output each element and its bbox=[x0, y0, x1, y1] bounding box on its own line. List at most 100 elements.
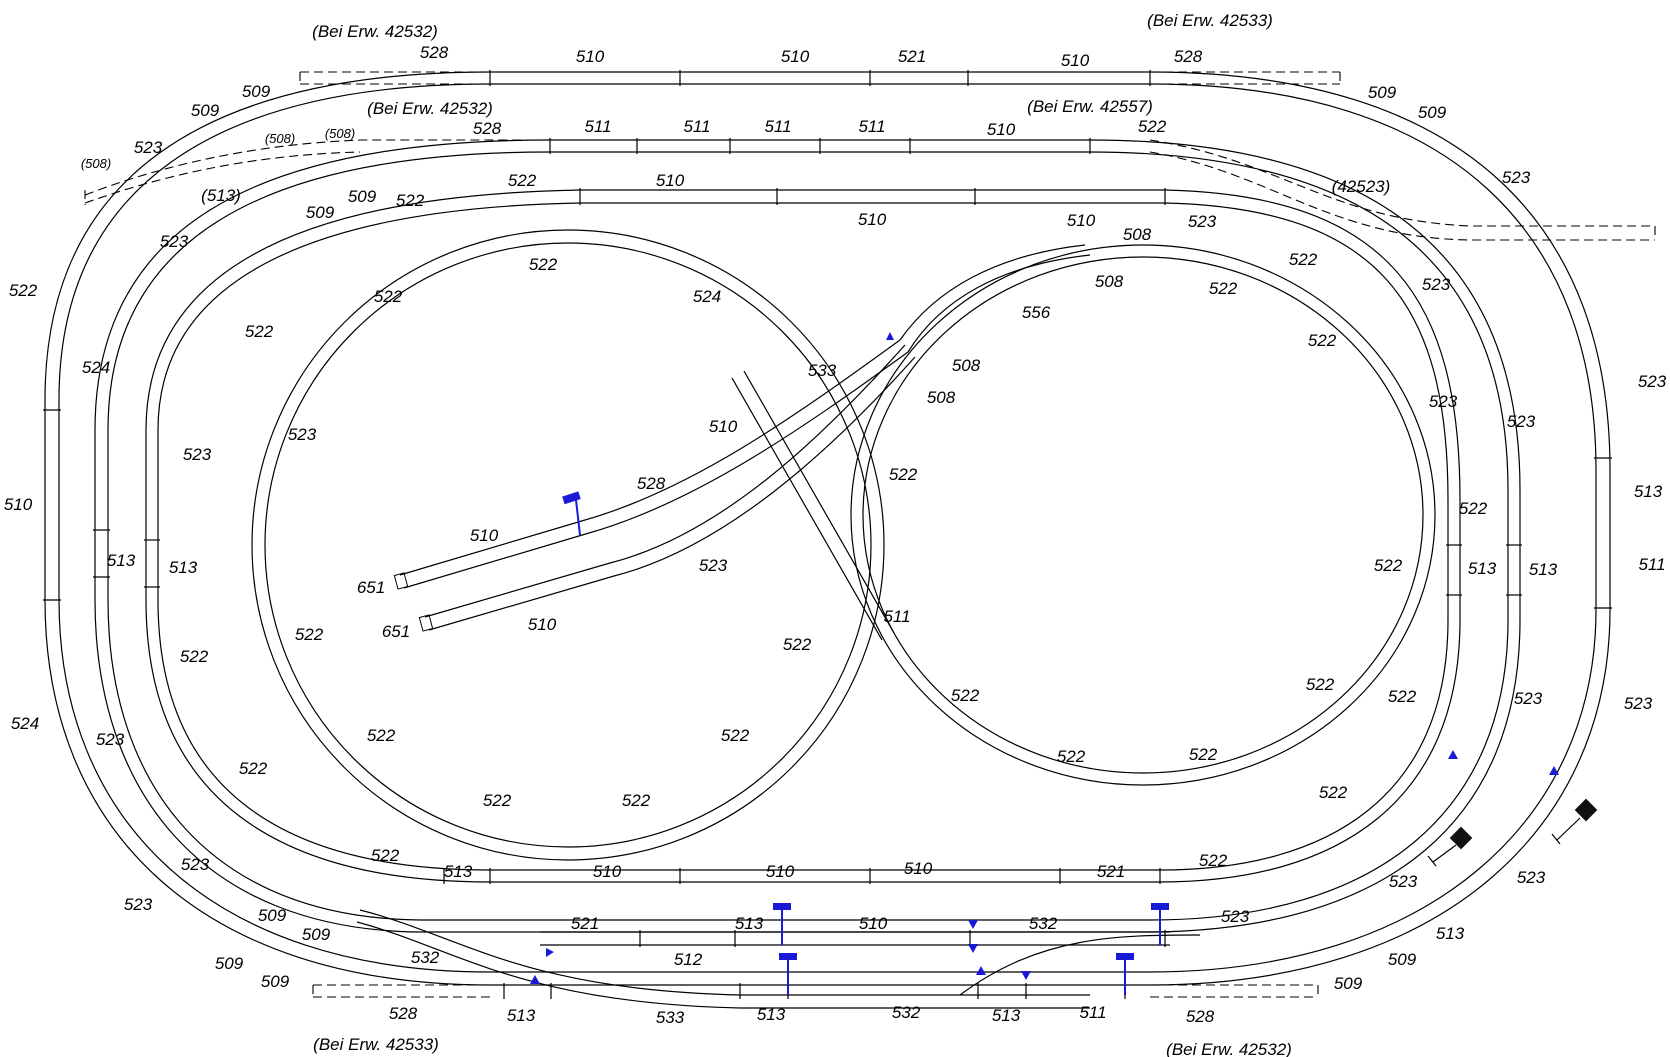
track-piece-label: 522 bbox=[295, 625, 324, 644]
track-piece-label: 651 bbox=[357, 578, 385, 597]
track-piece-label: 509 bbox=[258, 906, 287, 925]
track-piece-label: 522 bbox=[1138, 117, 1167, 136]
signal-station-2 bbox=[1151, 903, 1169, 945]
track-piece-label: 523 bbox=[1221, 907, 1250, 926]
marker-triangle bbox=[968, 944, 978, 953]
track-piece-label: 513 bbox=[1529, 560, 1558, 579]
track-piece-label: (Bei Erw. 42533) bbox=[1147, 11, 1273, 30]
track-piece-label: 524 bbox=[11, 714, 39, 733]
track-piece-label: 522 bbox=[622, 791, 651, 810]
track-piece-label: 522 bbox=[1319, 783, 1348, 802]
track-piece-label: 523 bbox=[1429, 392, 1458, 411]
marker-triangle bbox=[886, 332, 894, 340]
track-piece-label: 532 bbox=[892, 1003, 921, 1022]
track-piece-label: 522 bbox=[9, 281, 38, 300]
track-piece-label: 513 bbox=[735, 914, 764, 933]
track-piece-label: 510 bbox=[593, 862, 622, 881]
track-piece-label: 523 bbox=[1507, 412, 1536, 431]
track-piece-label: 523 bbox=[1638, 372, 1667, 391]
track-piece-label: 522 bbox=[1374, 556, 1403, 575]
track-piece-label: 522 bbox=[783, 635, 812, 654]
track-piece-label: 508 bbox=[1095, 272, 1124, 291]
track-piece-label: 510 bbox=[470, 526, 499, 545]
signal-station-4 bbox=[1116, 953, 1134, 995]
track-piece-label: (42523) bbox=[1332, 177, 1391, 196]
track-piece-label: 513 bbox=[1634, 482, 1663, 501]
track-piece-label: 523 bbox=[288, 425, 317, 444]
track-piece-label: 510 bbox=[1067, 211, 1096, 230]
track-piece-label: 510 bbox=[781, 47, 810, 66]
track-piece-label: 508 bbox=[927, 388, 956, 407]
track-piece-label: 532 bbox=[411, 948, 440, 967]
track-piece-label: 508 bbox=[952, 356, 981, 375]
track-piece-label: 509 bbox=[1334, 974, 1363, 993]
track-piece-label: 523 bbox=[699, 556, 728, 575]
track-piece-label: 521 bbox=[898, 47, 926, 66]
direction-markers bbox=[530, 332, 1559, 984]
track-piece-label: 523 bbox=[160, 232, 189, 251]
figure-eight-right-loop bbox=[850, 244, 1436, 786]
outer-loop-track bbox=[44, 71, 1611, 986]
track-piece-label: 523 bbox=[134, 138, 163, 157]
track-piece-label: 523 bbox=[1422, 275, 1451, 294]
buffer-stop-right-1 bbox=[1427, 826, 1473, 867]
track-piece-label: 522 bbox=[1459, 499, 1488, 518]
track-piece-labels: (Bei Erw. 42532) 528 510 510 521 510 528 (Bei E… bbox=[4, 11, 1667, 1057]
track-piece-label: 522 bbox=[1209, 279, 1238, 298]
track-piece-label: 523 bbox=[1389, 872, 1418, 891]
track-piece-label: 523 bbox=[1188, 212, 1217, 231]
track-piece-label: 509 bbox=[242, 82, 271, 101]
track-piece-label: 511 bbox=[1638, 555, 1665, 574]
track-piece-label: 651 bbox=[382, 622, 410, 641]
track-piece-label: 510 bbox=[766, 862, 795, 881]
track-piece-label: 522 bbox=[1289, 250, 1318, 269]
track-piece-label: 513 bbox=[444, 862, 473, 881]
track-piece-label: 522 bbox=[529, 255, 558, 274]
marker-triangle bbox=[968, 920, 978, 929]
track-piece-label: 522 bbox=[180, 647, 209, 666]
track-piece-label: 523 bbox=[1514, 689, 1543, 708]
track-piece-label: 522 bbox=[483, 791, 512, 810]
track-piece-label: 510 bbox=[4, 495, 33, 514]
track-piece-label: 522 bbox=[951, 686, 980, 705]
track-piece-label: 522 bbox=[245, 322, 274, 341]
signal-station-1 bbox=[773, 903, 791, 945]
track-piece-label: 524 bbox=[693, 287, 721, 306]
track-piece-label: (508) bbox=[265, 131, 295, 146]
track-piece-label: 528 bbox=[1174, 47, 1203, 66]
signal-left-spur bbox=[562, 491, 581, 536]
track-piece-label: 513 bbox=[757, 1005, 786, 1024]
track-piece-label: 510 bbox=[904, 859, 933, 878]
track-piece-label: 509 bbox=[191, 101, 220, 120]
track-piece-label: 522 bbox=[371, 846, 400, 865]
track-piece-label: 523 bbox=[124, 895, 153, 914]
track-piece-label: 513 bbox=[1468, 559, 1497, 578]
track-piece-label: 511 bbox=[883, 607, 910, 626]
track-piece-label: (Bei Erw. 42532) bbox=[367, 99, 493, 118]
track-piece-label: 522 bbox=[508, 171, 537, 190]
track-piece-label: 511 bbox=[764, 117, 791, 136]
track-piece-label: 528 bbox=[637, 474, 666, 493]
track-piece-label: 511 bbox=[1079, 1003, 1106, 1022]
track-piece-label: 523 bbox=[181, 855, 210, 874]
track-piece-label: 523 bbox=[1517, 868, 1546, 887]
track-piece-label: (508) bbox=[325, 126, 355, 141]
track-piece-label: 522 bbox=[1057, 747, 1086, 766]
track-piece-label: 522 bbox=[889, 465, 918, 484]
siding-spurs bbox=[393, 244, 1091, 632]
signal-station-3 bbox=[779, 953, 797, 995]
track-piece-label: 509 bbox=[215, 954, 244, 973]
track-piece-label: 509 bbox=[1388, 950, 1417, 969]
signals bbox=[562, 491, 1169, 995]
track-piece-label: 522 bbox=[1189, 745, 1218, 764]
track-piece-label: 523 bbox=[1624, 694, 1653, 713]
track-piece-label: 522 bbox=[1306, 675, 1335, 694]
track-piece-label: 511 bbox=[584, 117, 611, 136]
track-piece-label: 513 bbox=[507, 1006, 536, 1025]
track-piece-label: (508) bbox=[81, 156, 111, 171]
track-piece-label: 533 bbox=[656, 1008, 685, 1027]
track-piece-label: 522 bbox=[367, 726, 396, 745]
third-loop-track bbox=[145, 189, 1461, 883]
marker-triangle bbox=[546, 948, 554, 957]
